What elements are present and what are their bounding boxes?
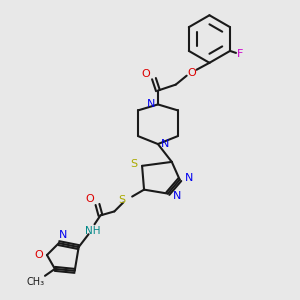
Text: O: O (187, 68, 196, 78)
Text: S: S (130, 159, 138, 169)
Text: F: F (237, 49, 243, 59)
Text: NH: NH (85, 226, 100, 236)
Text: N: N (147, 99, 155, 110)
Text: O: O (142, 69, 150, 79)
Text: N: N (58, 230, 67, 240)
Text: S: S (119, 194, 126, 205)
Text: N: N (161, 139, 169, 149)
Text: N: N (172, 190, 181, 201)
Text: O: O (35, 250, 44, 260)
Text: CH₃: CH₃ (26, 277, 44, 287)
Text: N: N (184, 173, 193, 183)
Text: O: O (85, 194, 94, 203)
